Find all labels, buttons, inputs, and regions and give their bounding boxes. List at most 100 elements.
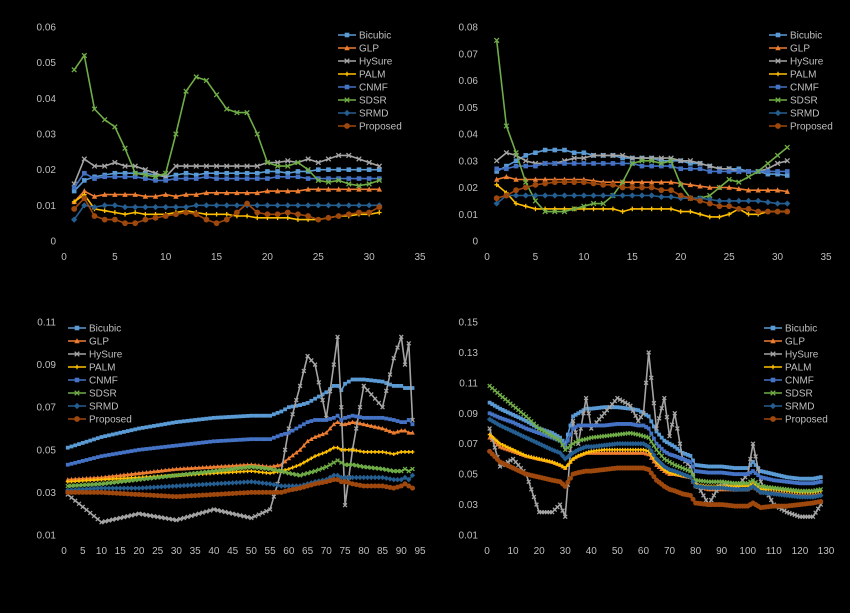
data-point — [526, 436, 532, 442]
data-point — [320, 397, 325, 403]
data-point — [361, 483, 367, 489]
data-point — [638, 414, 644, 420]
data-point — [668, 157, 674, 164]
data-point — [154, 484, 161, 490]
data-point — [748, 456, 753, 462]
data-point — [521, 425, 526, 430]
data-point — [487, 400, 492, 405]
data-point — [290, 452, 295, 458]
legend-label: Bicubic — [785, 324, 817, 335]
data-point — [492, 403, 497, 408]
x-tick-label: 10 — [160, 252, 172, 263]
data-point — [278, 483, 285, 489]
data-point — [142, 172, 149, 178]
legend-label: CNMF — [89, 376, 118, 387]
data-point — [218, 480, 225, 487]
chart-2: 00.010.020.030.040.050.060.070.080 5 10 15 2… — [459, 23, 833, 264]
data-point — [117, 485, 123, 491]
y-tick-label: 0.07 — [459, 49, 479, 60]
data-point — [398, 483, 404, 489]
data-point — [590, 180, 597, 187]
data-point — [211, 492, 217, 498]
data-point — [669, 422, 675, 428]
data-point — [629, 179, 635, 185]
data-point — [358, 415, 362, 420]
data-point — [813, 480, 818, 485]
data-point — [503, 409, 508, 414]
data-point — [222, 509, 228, 515]
data-point — [271, 435, 276, 440]
data-point — [256, 512, 262, 517]
data-point — [395, 429, 400, 434]
data-point — [260, 510, 265, 516]
data-point — [503, 192, 510, 199]
data-point — [659, 405, 665, 411]
data-point — [745, 174, 752, 180]
data-point — [293, 486, 299, 492]
data-point — [619, 152, 626, 159]
data-point — [132, 204, 139, 211]
data-point — [492, 413, 497, 418]
data-point — [254, 176, 260, 181]
data-point — [234, 209, 240, 216]
data-point — [88, 478, 93, 483]
legend-label: GLP — [359, 44, 379, 55]
data-point — [638, 192, 646, 199]
data-point — [77, 479, 81, 483]
data-point — [523, 153, 529, 158]
data-point — [335, 177, 342, 184]
data-point — [98, 489, 104, 495]
data-point — [260, 413, 265, 418]
data-point — [196, 492, 202, 498]
data-point — [726, 176, 732, 183]
data-point — [718, 485, 725, 491]
legend-label: HySure — [790, 57, 824, 68]
data-point — [305, 176, 311, 181]
data-point — [196, 511, 202, 517]
data-point — [234, 463, 239, 468]
data-point — [71, 188, 77, 194]
y-tick-label: 0.01 — [459, 531, 479, 542]
data-point — [542, 161, 548, 166]
data-point — [679, 471, 686, 477]
data-point — [309, 419, 314, 423]
legend-label: GLP — [785, 337, 805, 348]
data-point — [234, 189, 240, 196]
data-point — [286, 483, 292, 489]
data-point — [707, 163, 713, 169]
data-point — [213, 92, 220, 98]
data-point — [592, 423, 596, 428]
legend-label: HySure — [359, 57, 393, 68]
data-point — [688, 453, 693, 458]
data-point — [320, 479, 326, 485]
data-point — [774, 160, 781, 167]
data-point — [387, 372, 393, 377]
data-point — [219, 415, 224, 420]
data-point — [71, 185, 77, 190]
data-point — [580, 192, 587, 199]
data-point — [264, 211, 271, 218]
data-point — [298, 424, 302, 429]
data-point — [125, 491, 131, 497]
data-point — [259, 480, 266, 486]
data-point — [651, 474, 657, 480]
y-tick-label: 0.03 — [459, 156, 479, 167]
legend-marker — [775, 123, 781, 129]
data-point — [753, 463, 758, 467]
data-point — [132, 191, 138, 197]
legend-marker — [770, 377, 776, 383]
data-point — [813, 476, 818, 481]
data-point — [356, 182, 362, 189]
data-point — [607, 422, 612, 427]
data-point — [106, 485, 112, 491]
data-point — [658, 187, 665, 194]
data-point — [142, 166, 149, 173]
data-point — [76, 476, 82, 481]
y-tick-label: 0.07 — [459, 439, 479, 450]
data-point — [629, 160, 636, 167]
data-point — [208, 416, 213, 421]
data-point — [80, 476, 86, 481]
data-point — [361, 377, 366, 382]
data-point — [178, 443, 183, 448]
data-point — [668, 179, 674, 185]
